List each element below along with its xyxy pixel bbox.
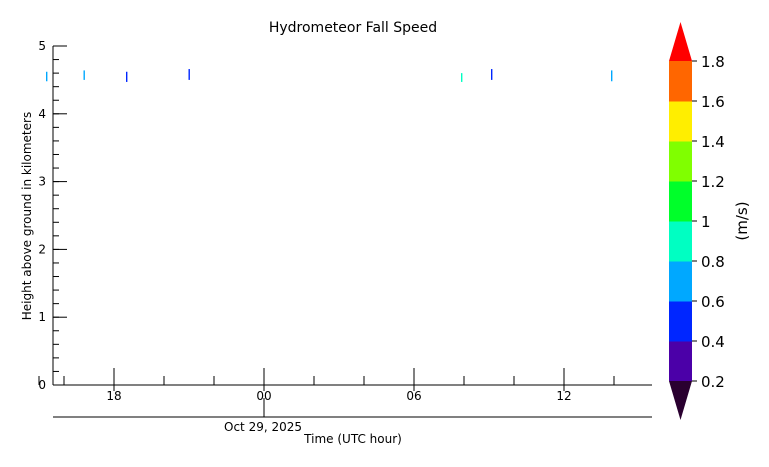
colorbar-over-arrow bbox=[669, 22, 692, 61]
colorbar-segment bbox=[669, 61, 692, 102]
colorbar: 0.2 0.4 0.6 0.8 1 1.2 1.4 1.6 1.8 bbox=[669, 22, 725, 420]
colorbar-segment bbox=[669, 301, 692, 342]
data-point bbox=[188, 69, 190, 80]
y-axis-label: Height above ground in kilometers bbox=[20, 112, 34, 320]
y-tick-label: 2 bbox=[38, 242, 46, 256]
data-point bbox=[491, 69, 493, 80]
y-tick-label: 3 bbox=[38, 175, 46, 189]
y-tick-label: 4 bbox=[38, 107, 46, 121]
colorbar-tick-label: 1.4 bbox=[701, 133, 725, 151]
colorbar-tick-label: 0.4 bbox=[701, 333, 725, 351]
colorbar-segment bbox=[669, 181, 692, 222]
colorbar-tick-label: 1.6 bbox=[701, 93, 725, 111]
colorbar-tick-label: 1.8 bbox=[701, 53, 725, 71]
data-point bbox=[461, 73, 463, 82]
x-tick-label: 06 bbox=[406, 389, 421, 403]
data-point bbox=[611, 70, 613, 82]
colorbar-label: (m/s) bbox=[733, 201, 751, 240]
y-tick-label: 1 bbox=[38, 310, 46, 324]
y-tick-label: 5 bbox=[38, 39, 46, 53]
colorbar-segment bbox=[669, 101, 692, 142]
colorbar-segment bbox=[669, 141, 692, 182]
colorbar-under-arrow bbox=[669, 381, 692, 420]
colorbar-segment bbox=[669, 341, 692, 382]
data-point bbox=[126, 71, 128, 82]
colorbar-segment bbox=[669, 261, 692, 302]
colorbar-tick-label: 0.8 bbox=[701, 253, 725, 271]
x-tick-label: 12 bbox=[556, 389, 571, 403]
colorbar-segment bbox=[669, 221, 692, 262]
colorbar-tick-label: 1 bbox=[701, 213, 711, 231]
colorbar-tick-label: 1.2 bbox=[701, 173, 725, 191]
data-point bbox=[46, 71, 48, 82]
x-tick-label: 00 bbox=[256, 389, 271, 403]
chart-title: Hydrometeor Fall Speed bbox=[269, 20, 437, 36]
date-label: Oct 29, 2025 bbox=[224, 420, 302, 434]
x-axis-label: Time (UTC hour) bbox=[303, 432, 402, 446]
y-tick-label: 0 bbox=[38, 378, 46, 392]
colorbar-tick-label: 0.2 bbox=[701, 373, 725, 391]
x-tick-label: 18 bbox=[106, 389, 121, 403]
colorbar-tick-label: 0.6 bbox=[701, 293, 725, 311]
data-point bbox=[83, 70, 85, 80]
